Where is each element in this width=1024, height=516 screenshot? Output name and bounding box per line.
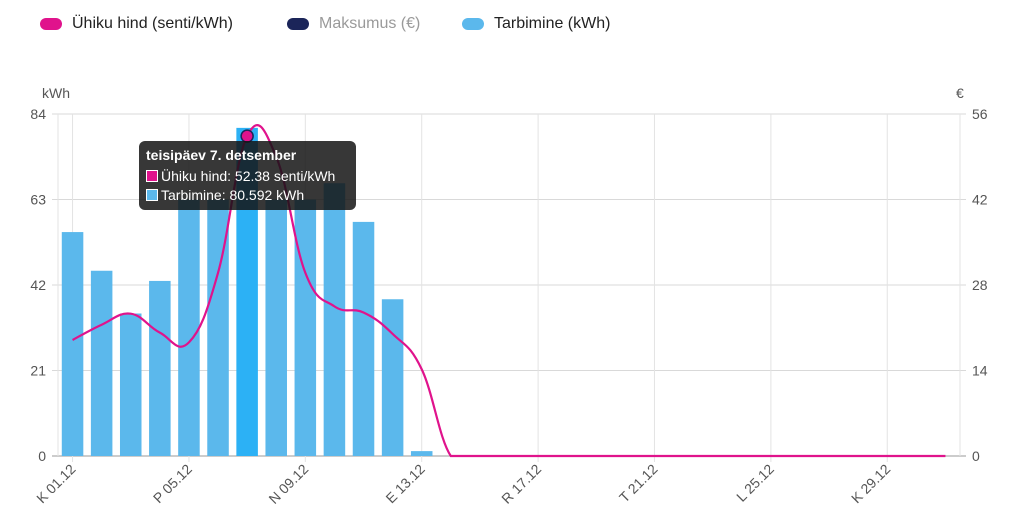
x-tick-label: R 17.12 xyxy=(498,461,544,507)
legend-item-1[interactable]: Ühiku hind (senti/kWh) xyxy=(40,12,233,36)
bar-R-10-12 xyxy=(323,183,346,456)
tooltip-consumption-swatch xyxy=(146,188,158,201)
bar-E-13-12 xyxy=(410,451,433,456)
y-left-unit-label: kWh xyxy=(42,85,70,101)
tooltip-price-text: Ühiku hind: 52.38 senti/kWh xyxy=(161,167,336,184)
tooltip-row-price: Ühiku hind: 52.38 senti/kWh xyxy=(146,166,349,185)
bar-R-03-12 xyxy=(119,313,142,456)
y-right-tick-label: 0 xyxy=(972,448,980,464)
legend-swatch-icon xyxy=(40,18,62,30)
legend-item-3[interactable]: Tarbimine (kWh) xyxy=(462,12,610,36)
y-left-tick-label: 21 xyxy=(30,363,46,379)
chart-legend: Ühiku hind (senti/kWh) Maksumus (€) Tarbim… xyxy=(0,0,1024,50)
legend-item-2[interactable]: Maksumus (€) xyxy=(287,12,420,36)
x-tick-label: K 01.12 xyxy=(33,461,79,507)
y-left-tick-label: 63 xyxy=(30,192,46,208)
x-tick-label: P 05.12 xyxy=(150,461,195,506)
bar-N-09-12 xyxy=(294,199,317,456)
x-tick-label: L 25.12 xyxy=(733,461,777,505)
tooltip-price-swatch xyxy=(146,169,158,182)
tooltip-title: teisipäev 7. detsember xyxy=(146,147,297,163)
y-left-tick-label: 84 xyxy=(30,106,46,122)
bar-L-11-12 xyxy=(352,221,375,456)
x-tick-label: K 29.12 xyxy=(848,461,894,507)
y-left-tick-label: 0 xyxy=(38,448,46,464)
y-right-tick-label: 28 xyxy=(972,277,988,293)
tooltip-consumption-text: Tarbimine: 80.592 kWh xyxy=(161,186,305,203)
bar-E-06-12 xyxy=(207,199,229,456)
y-right-tick-label: 56 xyxy=(972,106,988,122)
bar-P-12-12 xyxy=(381,299,404,456)
y-right-tick-label: 14 xyxy=(972,363,988,379)
x-tick-label: N 09.12 xyxy=(265,461,311,507)
y-right-unit-label: € xyxy=(956,85,964,101)
legend-label: Ühiku hind (senti/kWh) xyxy=(72,15,233,32)
legend-label: Tarbimine (kWh) xyxy=(494,15,611,32)
legend-label: Maksumus (€) xyxy=(319,15,421,32)
bar-K-08-12 xyxy=(265,199,287,456)
legend-swatch-icon xyxy=(287,18,309,30)
y-left-tick-label: 42 xyxy=(30,277,46,293)
x-tick-label: T 21.12 xyxy=(616,461,661,506)
bar-P-05-12 xyxy=(178,199,200,456)
y-right-tick-label: 42 xyxy=(972,192,988,208)
tooltip-row-consumption: Tarbimine: 80.592 kWh xyxy=(146,185,349,204)
series-line-unit-price xyxy=(72,123,946,458)
bar-L-04-12 xyxy=(149,280,171,456)
bar-N-02-12 xyxy=(90,270,113,456)
legend-swatch-icon xyxy=(462,18,484,30)
bar-K-01-12 xyxy=(61,232,84,456)
x-tick-label: E 13.12 xyxy=(382,461,428,507)
chart-tooltip: teisipäev 7. detsember Ühiku hind: 52.38… xyxy=(139,141,356,210)
